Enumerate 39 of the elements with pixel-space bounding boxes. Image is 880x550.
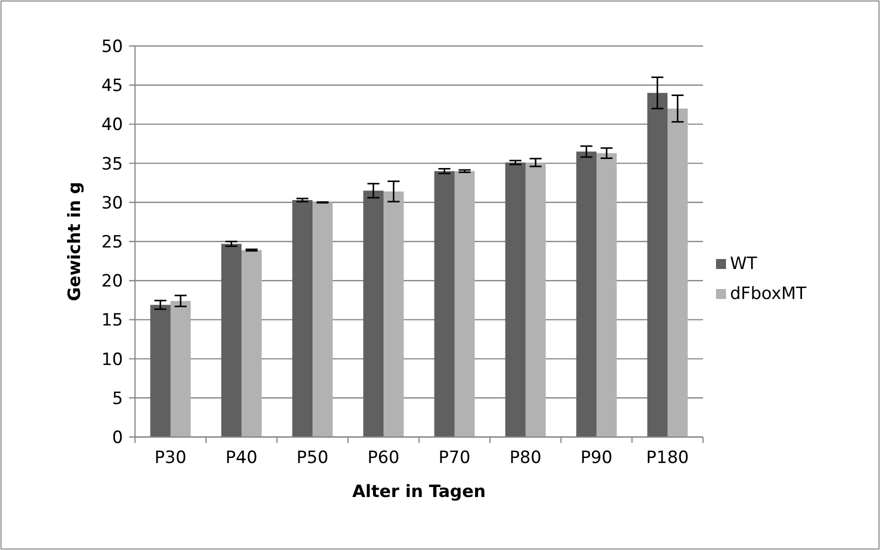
y-tick-label: 5: [112, 388, 123, 409]
bar: [454, 171, 475, 437]
bar: [384, 191, 404, 437]
bar: [150, 304, 170, 437]
y-tick-label: 45: [101, 76, 123, 96]
bar: [668, 108, 688, 437]
bar: [312, 202, 333, 437]
x-tick-label: P70: [438, 448, 470, 468]
legend-label: WT: [730, 254, 758, 274]
y-tick-label: 15: [101, 310, 123, 331]
bar: [292, 200, 312, 437]
bar: [505, 162, 526, 437]
y-tick-label: 40: [101, 115, 123, 136]
y-axis-title: Gewicht in g: [65, 182, 85, 302]
x-tick-label: P40: [226, 448, 258, 468]
x-tick-label: P60: [368, 448, 400, 468]
bar: [596, 153, 617, 437]
y-tick-label: 10: [101, 350, 123, 370]
bar: [363, 190, 384, 437]
bar: [170, 300, 191, 437]
x-tick-label: P50: [296, 448, 328, 468]
bar: [526, 162, 546, 437]
x-tick-label: P180: [646, 448, 689, 468]
bar: [242, 250, 262, 437]
x-tick-label: P80: [510, 448, 542, 468]
y-tick-label: 50: [101, 36, 123, 57]
bar: [647, 92, 668, 437]
y-tick-label: 35: [101, 154, 123, 174]
x-axis-title: Alter in Tagen: [352, 482, 486, 502]
bar: [434, 171, 454, 437]
y-tick-label: 20: [101, 272, 123, 292]
y-tick-label: 25: [101, 232, 123, 252]
legend-label: dFboxMT: [730, 284, 807, 304]
y-tick-label: 0: [112, 428, 123, 448]
x-tick-label: P90: [580, 448, 612, 468]
bar: [221, 244, 242, 437]
x-tick-label: P30: [154, 448, 186, 468]
y-tick-label: 30: [101, 193, 123, 214]
bar: [576, 152, 596, 437]
